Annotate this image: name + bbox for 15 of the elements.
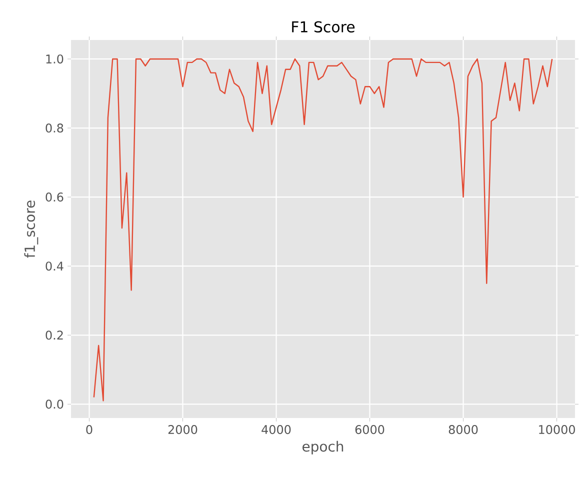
- y-tick-label: 0.2: [46, 330, 63, 340]
- x-tick-label: 2000: [168, 425, 198, 434]
- x-tick-label: 6000: [355, 425, 384, 434]
- x-tick-label: 8000: [448, 425, 478, 434]
- chart-title: F1 Score: [292, 21, 355, 33]
- x-tick-label: 10000: [539, 425, 575, 434]
- y-tick-label: 1.0: [46, 54, 64, 64]
- x-tick-label: 0: [86, 425, 92, 434]
- y-tick-label: 0.0: [46, 400, 64, 409]
- y-axis-title: f1_score: [24, 200, 38, 258]
- x-tick-label: 4000: [262, 425, 291, 434]
- y-tick-label: 0.8: [46, 124, 64, 133]
- y-tick-label: 0.6: [46, 192, 64, 202]
- x-axis-title: epoch: [302, 440, 344, 454]
- y-tick-label: 0.4: [46, 262, 64, 271]
